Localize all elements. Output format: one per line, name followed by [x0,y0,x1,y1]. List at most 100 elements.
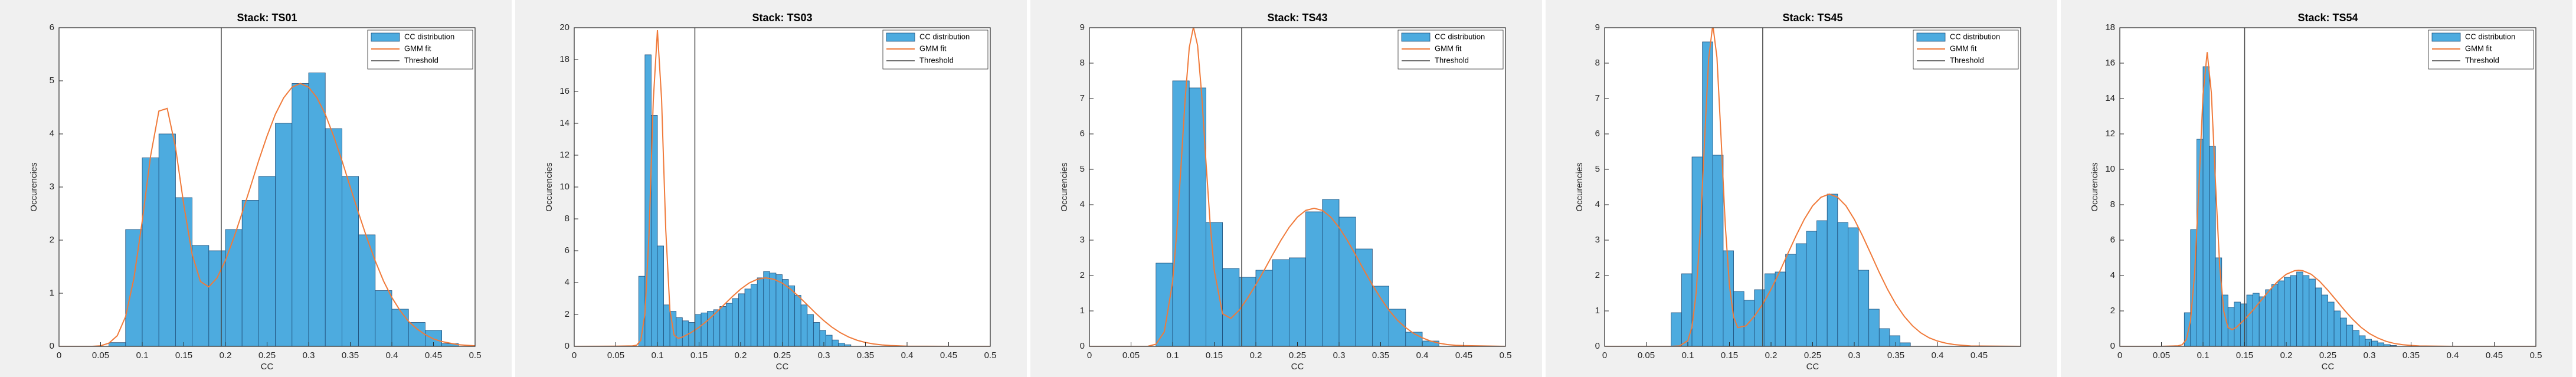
histogram-bar [2240,303,2247,346]
histogram-bar [1848,227,1859,346]
histogram-bar [1806,231,1817,346]
x-tick-label: 0.15 [2236,350,2253,360]
y-tick-label: 2 [1595,270,1600,280]
x-tick-label: 0.25 [2319,350,2336,360]
histogram-bar [308,73,326,346]
x-tick-label: 0.5 [469,350,482,360]
y-tick-label: 14 [2105,93,2115,103]
x-tick-label: 0.1 [1167,350,1179,360]
y-tick-label: 2 [2110,306,2115,316]
y-tick-label: 9 [1595,22,1600,32]
y-tick-label: 16 [2105,58,2115,68]
histogram-bar [2358,335,2366,346]
histogram-bar [1889,335,1900,346]
chart-title: Stack: TS54 [2297,12,2358,24]
y-tick-label: 10 [559,182,569,192]
histogram-bar [651,115,658,346]
x-tick-label: 0.2 [735,350,747,360]
x-tick-label: 0.15 [690,350,708,360]
histogram-bar [775,274,783,346]
histogram-bar [1272,259,1289,346]
y-tick-label: 1 [1080,306,1085,316]
y-tick-label: 1 [1595,306,1600,316]
x-tick-label: 0.3 [1333,350,1346,360]
x-tick-label: 0.05 [2153,350,2170,360]
histogram-bar [258,176,276,346]
histogram-bar [826,335,833,346]
x-axis-label: CC [261,362,274,372]
plot [2120,28,2536,346]
histogram-bar [782,279,789,346]
legend-swatch [1916,32,1946,42]
histogram-bar [2227,307,2235,346]
histogram-bar [2246,294,2253,346]
x-tick-label: 0.2 [220,350,232,360]
histogram-bar [109,342,126,346]
x-tick-label: 0.15 [1206,350,1223,360]
histogram-bar [2390,345,2397,346]
x-tick-label: 0.45 [1971,350,1988,360]
histogram-bar [408,322,425,346]
histogram-bar [2290,275,2297,346]
panel: 0 0.05 0.1 0.15 0.2 0.25 0.3 0.35 0.4 0.45 0.5 0 1 2 3… [0,0,512,377]
y-tick-label: 4 [1080,199,1085,209]
histogram-bar [1775,271,1786,346]
chart-title: Stack: TS01 [237,12,297,24]
panel: 0 0.05 0.1 0.15 0.2 0.25 0.3 0.35 0.4 0.45 0.5 0 2 4 6… [515,0,1027,377]
histogram-bar [1733,291,1744,346]
legend-swatch [1401,32,1431,42]
x-tick-label: 0.25 [774,350,791,360]
histogram-bar [1189,87,1206,346]
x-tick-label: 0.45 [2486,350,2503,360]
histogram-bar [1671,312,1682,346]
x-tick-label: 0.35 [1887,350,1904,360]
plot-area [2120,28,2536,346]
histogram-bar [2302,275,2310,346]
histogram-bar [2253,293,2260,346]
y-tick-label: 3 [50,182,54,192]
histogram-bar [2315,287,2322,346]
y-tick-label: 14 [559,118,569,128]
x-tick-label: 0.3 [818,350,830,360]
y-tick-label: 2 [565,309,569,319]
y-tick-label: 4 [565,277,569,287]
histogram-bar [676,317,683,346]
x-tick-label: 0.3 [303,350,315,360]
histogram-bar [719,306,726,346]
y-tick-label: 2 [1080,270,1085,280]
histogram-bar [2321,294,2328,346]
histogram-bar [682,320,689,346]
histogram-bar [2271,284,2279,346]
y-tick-label: 9 [1080,22,1085,32]
x-tick-label: 0.25 [1289,350,1306,360]
histogram-bar [1827,194,1838,346]
histogram-bar [763,271,770,346]
y-tick-label: 8 [565,214,569,224]
x-tick-label: 0.05 [92,350,109,360]
histogram-bar [1795,243,1807,346]
y-axis-label: Occurencies [544,162,554,211]
histogram-bar [701,312,708,346]
x-tick-label: 0.2 [2280,350,2293,360]
x-tick-label: 0.15 [175,350,192,360]
legend-label: GMM fit [2465,44,2492,53]
x-tick-label: 0.05 [1122,350,1140,360]
y-tick-label: 8 [2110,199,2115,209]
x-tick-label: 0.15 [1721,350,1738,360]
gmm-fit-line [574,29,990,346]
gmm-fit-line [2120,52,2536,346]
histogram-bar [1222,268,1240,346]
plot [574,28,990,346]
x-tick-label: 0.1 [652,350,664,360]
histogram-bar [713,309,721,346]
panel: 0 0.05 0.1 0.15 0.2 0.25 0.3 0.35 0.4 0.45 0 1 2 3 4 5 6… [1546,0,2057,377]
y-axis-label: Occurencies [2090,162,2100,211]
histogram-bar [1389,309,1406,346]
histogram-bar [813,322,820,346]
histogram-bar [1338,217,1356,346]
histogram-bar [732,298,739,346]
histogram-bar [1712,155,1724,346]
legend-label: Threshold [2465,55,2499,64]
histogram-bar [158,133,176,346]
x-tick-label: 0.3 [2364,350,2376,360]
